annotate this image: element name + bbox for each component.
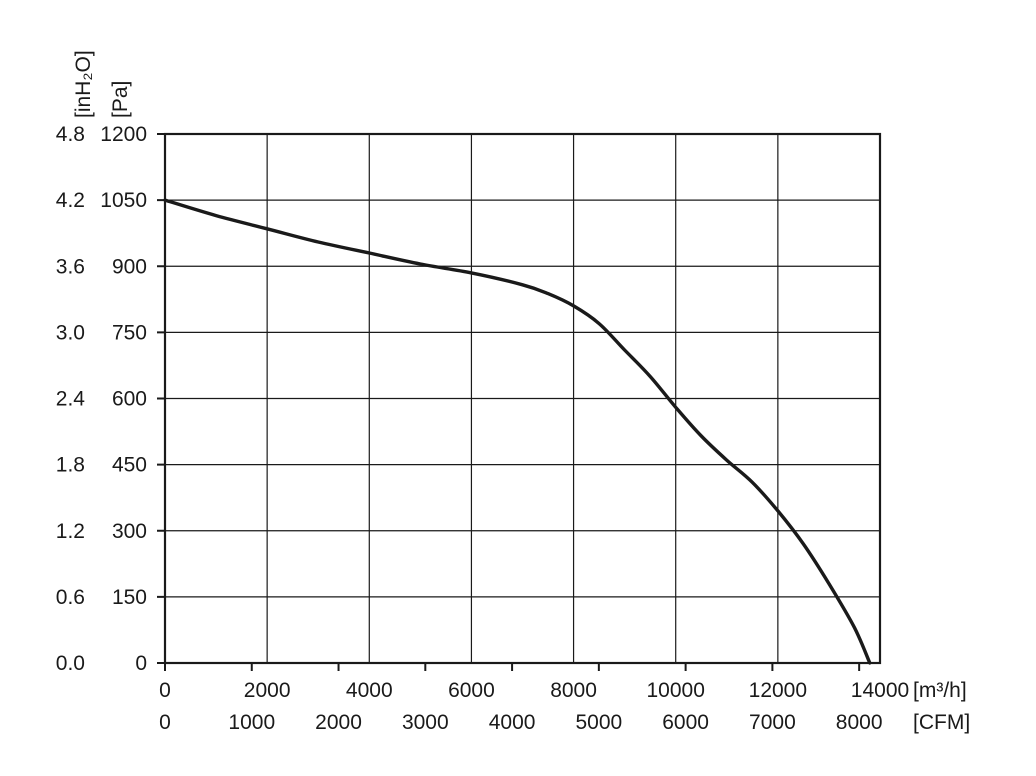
y-tick-label-inh2o: 1.2 — [56, 520, 85, 543]
y-tick-label-inh2o: 3.0 — [56, 321, 85, 344]
series-line — [163, 198, 872, 665]
grid-lines — [165, 134, 880, 663]
x-unit-m3h: [m³/h] — [913, 679, 967, 702]
x-tick-label-cfm: 6000 — [662, 711, 709, 734]
x-tick-label-cfm: 5000 — [575, 711, 622, 734]
x-tick-label-cfm: 3000 — [402, 711, 449, 734]
x-tick-label-cfm: 2000 — [315, 711, 362, 734]
x-tick-label-m3h: 6000 — [448, 679, 495, 702]
y-tick-label-pa: 600 — [112, 388, 147, 411]
y-tick-label-pa: 1200 — [100, 123, 147, 146]
y-tick-label-pa: 1050 — [100, 189, 147, 212]
axis-ticks — [157, 133, 861, 671]
x-tick-label-m3h: 12000 — [749, 679, 807, 702]
y-tick-label-inh2o: 3.6 — [56, 255, 85, 278]
x-tick-label-m3h: 14000 — [851, 679, 909, 702]
y-tick-label-pa: 150 — [112, 586, 147, 609]
x-tick-label-cfm: 7000 — [749, 711, 796, 734]
x-unit-cfm: [CFM] — [913, 711, 970, 734]
x-tick-label-m3h: 0 — [159, 679, 171, 702]
y-tick-label-inh2o: 2.4 — [56, 388, 86, 411]
tick-labels: 0 150 300 450 600 750 900 1050 1200 0.0 0.6 1.2 1.8 2… — [56, 123, 909, 734]
x-tick-label-m3h: 4000 — [346, 679, 393, 702]
x-tick-label-m3h: 10000 — [647, 679, 705, 702]
y-unit-pa: [Pa] — [109, 81, 132, 118]
y-tick-label-inh2o: 4.2 — [56, 189, 85, 212]
x-tick-label-m3h: 8000 — [550, 679, 597, 702]
y-tick-label-pa: 450 — [112, 454, 147, 477]
y-tick-label-pa: 750 — [112, 321, 147, 344]
y-tick-label-inh2o: 1.8 — [56, 454, 85, 477]
y-tick-label-pa: 900 — [112, 255, 147, 278]
y-tick-label-pa: 0 — [135, 652, 147, 675]
x-tick-label-m3h: 2000 — [244, 679, 291, 702]
y-tick-label-pa: 300 — [112, 520, 147, 543]
y-tick-label-inh2o: 0.0 — [56, 652, 85, 675]
y-tick-label-inh2o: 4.8 — [56, 123, 85, 146]
x-tick-label-cfm: 4000 — [489, 711, 536, 734]
x-tick-label-cfm: 0 — [159, 711, 171, 734]
y-unit-inh2o: [inH₂O] — [72, 50, 95, 118]
x-tick-label-cfm: 8000 — [836, 711, 883, 734]
y-tick-label-inh2o: 0.6 — [56, 586, 85, 609]
x-tick-label-cfm: 1000 — [228, 711, 275, 734]
